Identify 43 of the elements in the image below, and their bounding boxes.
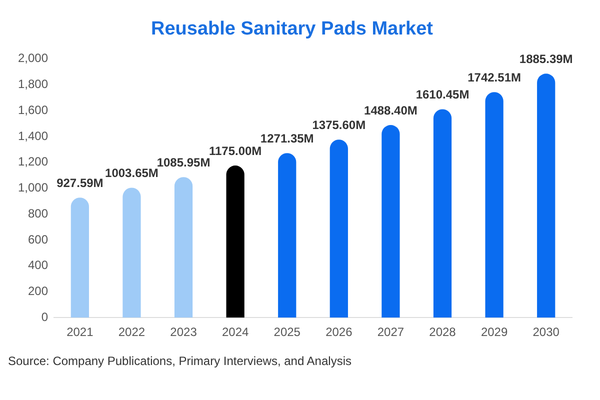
data-label: 1885.39M — [519, 52, 573, 66]
y-tick-label: 400 — [28, 258, 48, 272]
data-label: 1742.51M — [468, 70, 521, 84]
data-label: 1610.45M — [416, 88, 470, 102]
bar — [122, 188, 141, 318]
bar — [382, 125, 400, 318]
y-tick-label: 600 — [28, 232, 48, 246]
bar — [330, 140, 348, 318]
y-tick-label: 1,800 — [18, 76, 48, 91]
x-tick-label: 2030 — [532, 325, 560, 340]
bar — [433, 109, 452, 318]
data-label: 1085.95M — [156, 155, 210, 170]
y-tick-label: 1,600 — [18, 102, 48, 117]
chart-title: Reusable Sanitary Pads Market — [151, 18, 434, 40]
bar — [174, 177, 193, 318]
x-tick-label: 2024 — [222, 325, 249, 340]
y-tick-label: 800 — [28, 206, 48, 220]
y-tick-label: 2,000 — [18, 51, 48, 66]
x-tick-label: 2026 — [326, 325, 353, 340]
data-label: 1175.00M — [208, 144, 262, 158]
y-tick-label: 1,000 — [18, 180, 48, 195]
source-note: Source: Company Publications, Primary Interviews, and Analysis — [8, 354, 352, 368]
y-tick-label: 1,400 — [18, 128, 48, 143]
x-tick-label: 2028 — [429, 325, 456, 340]
data-label: 927.59M — [56, 176, 104, 190]
x-tick-label: 2022 — [118, 325, 146, 340]
data-label: 1271.35M — [260, 131, 314, 146]
x-tick-label: 2025 — [274, 325, 301, 340]
data-label: 1375.60M — [312, 118, 366, 132]
y-tick-label: 200 — [28, 284, 48, 298]
x-tick-label: 2023 — [170, 325, 198, 340]
bar — [226, 166, 244, 318]
bar — [485, 92, 504, 318]
bar — [70, 198, 89, 318]
x-tick-label: 2027 — [377, 325, 404, 340]
bar — [278, 153, 296, 318]
y-tick-label: 1,200 — [18, 154, 48, 169]
bar — [537, 74, 556, 318]
x-tick-label: 2021 — [66, 325, 94, 340]
x-tick-label: 2029 — [480, 325, 508, 340]
data-label: 1488.40M — [364, 103, 418, 118]
data-label: 1003.65M — [105, 166, 158, 180]
y-tick-label: 0 — [41, 310, 48, 324]
